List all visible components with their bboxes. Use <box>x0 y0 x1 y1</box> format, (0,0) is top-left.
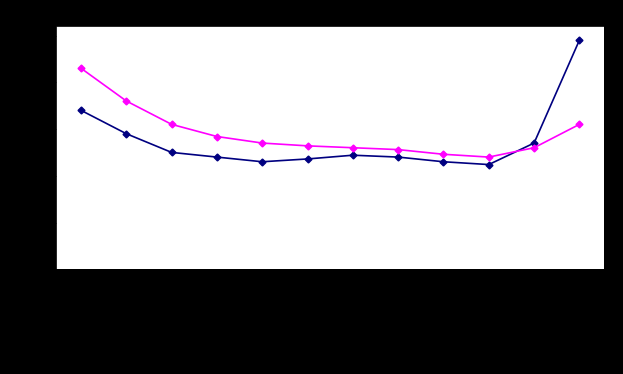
Hommes <box>259 159 266 164</box>
Hommes <box>304 157 312 161</box>
Hommes <box>213 155 221 159</box>
Femmes <box>77 66 85 70</box>
Femmes <box>530 145 538 150</box>
Hommes <box>349 153 356 157</box>
Femmes <box>213 134 221 139</box>
Hommes <box>123 132 130 136</box>
Hommes <box>485 162 493 167</box>
Femmes <box>168 122 175 127</box>
Femmes <box>440 152 447 156</box>
Femmes <box>485 155 493 159</box>
Hommes <box>440 159 447 164</box>
Text: Note : Statistiques Canada: Note : Statistiques Canada <box>25 344 128 353</box>
Femmes <box>259 141 266 145</box>
Line: Femmes: Femmes <box>78 66 582 159</box>
Line: Hommes: Hommes <box>78 38 582 167</box>
Hommes <box>168 150 175 155</box>
Hommes <box>530 141 538 145</box>
Femmes <box>394 147 402 152</box>
Hommes <box>576 38 583 43</box>
Hommes <box>77 108 85 113</box>
Femmes <box>349 145 356 150</box>
Femmes <box>123 99 130 103</box>
Hommes <box>394 155 402 159</box>
Femmes <box>576 122 583 127</box>
Femmes <box>304 144 312 148</box>
